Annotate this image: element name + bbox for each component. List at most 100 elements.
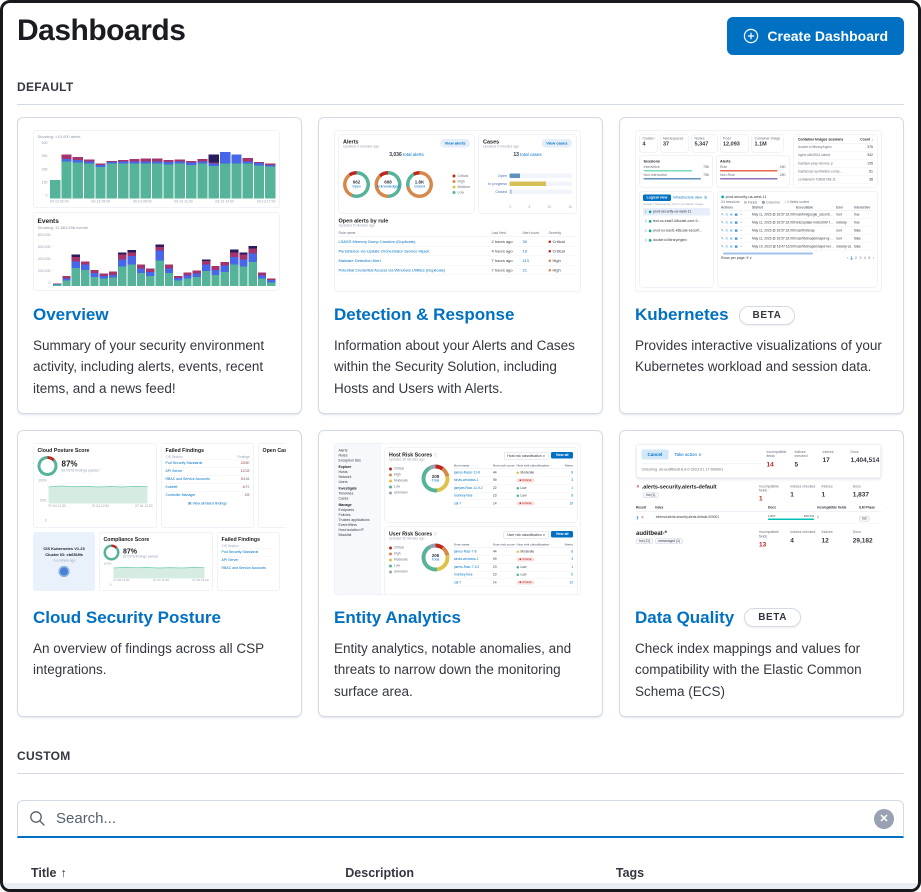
panel-title: Compliance Score bbox=[103, 536, 150, 543]
tree-item: ❯ ⬢ test-us-east2-k8scale-core-9... bbox=[644, 219, 701, 224]
finding-row: Pod Security Standards bbox=[221, 547, 276, 556]
risk-row: jamjam-Razr-11-9-2 22 Low 1 bbox=[454, 484, 573, 493]
open-cases-panel: Open Cases bbox=[258, 442, 286, 528]
dashboard-card-detection-response[interactable]: Alerts Updated 5 minutes ago View alerts 3,… bbox=[318, 117, 603, 414]
nav-item: Host isolation IP bbox=[338, 528, 364, 532]
dashboard-card-cloud-security-posture[interactable]: Cloud Posture Score 87% 827/978 findings p… bbox=[17, 429, 302, 717]
x-axis-labels: 09-13 02:00 09-13 05:00 09-13 08:00 09-13 1… bbox=[50, 200, 276, 204]
page-header: Dashboards Create Dashboard bbox=[3, 3, 918, 55]
nav-item: Hosts bbox=[338, 470, 348, 474]
alert-rule-row: LSASS Memory Dump Creation (Duplicate) 2 … bbox=[338, 237, 577, 247]
create-dashboard-label: Create Dashboard bbox=[767, 28, 888, 44]
entity-analytics-card-title[interactable]: Entity Analytics bbox=[334, 607, 461, 627]
info-icon: ⓘ bbox=[433, 453, 438, 457]
total-label: 13 total cases bbox=[513, 152, 542, 158]
session-row: ✎ ⚿ ⊕ ▦ ⇔ May 10, 2023 @ 16:47:16.000/usr… bbox=[721, 243, 874, 251]
fail-icon: ✕ bbox=[636, 483, 640, 489]
data-quality-card-title[interactable]: Data Quality bbox=[635, 607, 735, 627]
badge-chip: hot bbox=[859, 515, 870, 522]
session-row: ✎ ⚿ ⊕ ▦ ⇔ May 11, 2023 @ 16:57:16.000/usr… bbox=[721, 235, 874, 243]
session-row-actions: ✎ ⚿ ⊕ ▦ ⇔ bbox=[721, 213, 744, 217]
nav-item: Exception lists bbox=[338, 458, 361, 463]
dashboard-card-entity-analytics[interactable]: Alerts Rules Exception lists Explore Hosts Ne… bbox=[318, 429, 603, 717]
session-row: ✎ ⚿ ⊕ ▦ ⇔ May 11, 2023 @ 16:57:16.000/etc… bbox=[721, 219, 874, 227]
panel-title: Failed Findings bbox=[221, 536, 261, 543]
table-header: Result Index Docs Incompatible fields ILM Ph… bbox=[636, 506, 881, 512]
area-chart bbox=[113, 566, 205, 579]
x-axis-labels: 07-04 11:30 07-04 12:30 07-04 13:30 bbox=[48, 504, 153, 508]
kubernetes-thumbnail: Clusters 4 Namespaces 37 Nodes 5,347 Pods 12,09… bbox=[635, 130, 888, 292]
x-axis-labels: 0 5 10 15 bbox=[509, 205, 572, 210]
stat: Docs 1,404,514 bbox=[850, 450, 880, 464]
failed-findings-panel-2: Failed Findings CIS Section Pod Security S… bbox=[217, 531, 280, 591]
stat-box: Namespaces 37 bbox=[660, 134, 689, 153]
dashboard-card-overview[interactable]: Showing: >15,000 alerts 600 450 300 150 0 09-1… bbox=[17, 117, 302, 414]
nav-item: Policies bbox=[338, 513, 351, 517]
create-dashboard-button[interactable]: Create Dashboard bbox=[727, 17, 904, 55]
cluster-panel: CIS Kubernetes V1.23 Cluster ID: eb651ffa… bbox=[33, 531, 95, 591]
search-clear-button[interactable]: ✕ bbox=[874, 808, 894, 829]
chart-legend: Critical High Moderate Low Unknown bbox=[389, 464, 418, 518]
search-input[interactable] bbox=[17, 799, 904, 838]
session-row: ✎ ⚿ ⊕ ▦ ⇔ May 11, 2023 @ 16:57:16.000/usr… bbox=[721, 211, 874, 219]
updated-label: Updated 5 minutes ago bbox=[338, 224, 375, 228]
table-header-row: Title ↑ Description Tags bbox=[17, 860, 904, 889]
security-nav-sidebar: Alerts Rules Exception lists Explore Hosts Ne… bbox=[334, 443, 381, 595]
session-row-actions: ✎ ⚿ ⊕ ▦ ⇔ bbox=[721, 237, 744, 241]
expand-icon: ❯ bbox=[636, 515, 639, 520]
nav-item: Timelines bbox=[338, 491, 354, 496]
fail-icon: ✕ bbox=[640, 515, 644, 520]
detection-response-card-title[interactable]: Detection & Response bbox=[334, 305, 515, 324]
session-toolbar: 24 sessions ⊞ Fields ▦ Columns ↕ 1 fields s… bbox=[721, 200, 809, 205]
dashboard-card-data-quality[interactable]: Cancel Take action ∨ Checking .ds-auditbea… bbox=[619, 429, 904, 717]
nav-item: Rules bbox=[338, 453, 348, 458]
panel-title: Alerts bbox=[343, 139, 359, 145]
chart-legend: Critical High Moderate Low Unknown bbox=[389, 543, 418, 594]
custom-search: ✕ bbox=[17, 799, 904, 838]
finding-row: RBAC and Service Accounts bbox=[221, 563, 276, 572]
pagination: ‹ 1 2 3 4 5 › bbox=[846, 256, 874, 260]
risk-row: james-Razr-7-8 44 Moderate 8 bbox=[454, 548, 573, 556]
cloud-security-posture-card-title[interactable]: Cloud Security Posture bbox=[33, 607, 221, 627]
image-row: nginx-k8s0511-latest 342 bbox=[798, 152, 873, 160]
detection-response-card-description: Information about your Alerts and Cases … bbox=[334, 338, 575, 396]
nav-item: Trusted applications bbox=[338, 518, 370, 522]
table-header: CIS Section Findings bbox=[165, 455, 250, 459]
default-section-label: DEFAULT bbox=[17, 80, 74, 94]
table-header: Host name Host risk score Host risk classi… bbox=[454, 464, 573, 469]
panel-title: Cases bbox=[483, 139, 500, 145]
dashboard-card-kubernetes[interactable]: Clusters 4 Namespaces 37 Nodes 5,347 Pods 12,09… bbox=[619, 117, 904, 414]
check-status-panel: Cancel Take action ∨ Checking .ds-auditbea… bbox=[636, 443, 881, 478]
risk-classification-select: User risk classification ∨ bbox=[503, 530, 549, 539]
logical-view-tab: Logical view bbox=[643, 194, 671, 201]
panel-title: Failed Findings bbox=[165, 447, 205, 454]
alerts-showing-label: Showing: >15,000 alerts bbox=[37, 134, 81, 140]
stat: Indices 17 bbox=[822, 450, 834, 464]
cloud-posture-score-panel: Cloud Posture Score 87% 827/978 findings p… bbox=[33, 442, 157, 528]
donut-chart: 206 Total bbox=[421, 543, 450, 572]
alert-rule-row: Persistence via Update Orchestrator Serv… bbox=[338, 247, 577, 256]
data-quality-beta-badge: BETA bbox=[744, 608, 802, 628]
infrastructure-view-tab: Infrastructure view bbox=[673, 196, 702, 200]
user-risk-scores-panel: User Risk Scores ⓘ Updated 35 minutes ago U… bbox=[384, 526, 578, 595]
cluster-icon bbox=[58, 565, 70, 577]
alerts-index-section: ✕ .alerts-security.alerts-default hot (1) I… bbox=[636, 484, 881, 502]
updated-label: Updated 5 minutes ago bbox=[483, 145, 520, 149]
table-header-title[interactable]: Title ↑ bbox=[31, 865, 67, 880]
pod-icon: ⬢ bbox=[648, 219, 652, 224]
kubernetes-card-title[interactable]: Kubernetes bbox=[635, 305, 729, 324]
stacked-bar-chart bbox=[50, 141, 276, 199]
badge-chip: hot (11) bbox=[636, 538, 653, 545]
overview-card-title[interactable]: Overview bbox=[33, 305, 109, 324]
events-showing-label: Showing: 12,863,596 events bbox=[37, 225, 88, 231]
tree-panel: Logical view Infrastructure view ⧉ Cluster … bbox=[639, 191, 714, 288]
nav-item: Alerts bbox=[338, 448, 348, 453]
finding-row: API Server 12/28 bbox=[165, 466, 250, 475]
view-all-button: View all bbox=[551, 530, 573, 538]
sessions-panel: Sessions Interactive 788 Non-interactive 788 bbox=[639, 155, 713, 188]
risk-row: struts-windows-1 99 ■ Critical 3 bbox=[454, 477, 573, 485]
image-row: containerd-7d9b67d8-11 38 bbox=[798, 176, 873, 185]
events-title: Events bbox=[37, 217, 59, 225]
alert-rule-row: Potential Credential Access via Windows … bbox=[338, 266, 577, 275]
risk-classification-select: Host risk classification ∨ bbox=[503, 451, 549, 460]
